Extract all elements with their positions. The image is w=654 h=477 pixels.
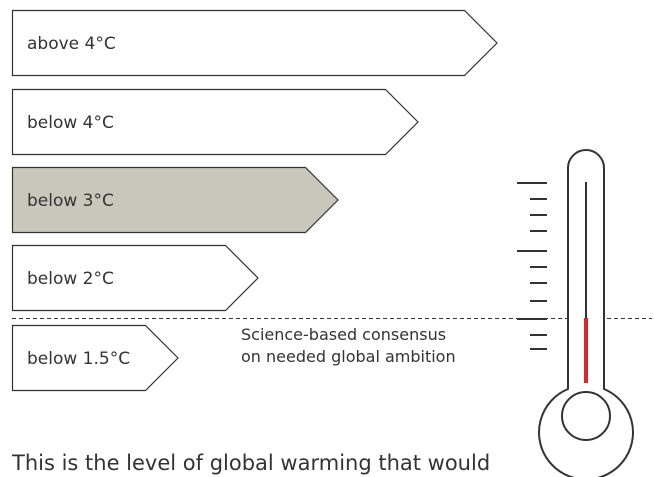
level-arrow-below-1-5: below 1.5°C bbox=[11, 324, 179, 392]
level-arrow-above-4: above 4°C bbox=[11, 9, 498, 77]
level-arrow-label: below 4°C bbox=[27, 113, 114, 133]
level-arrow-shape bbox=[11, 324, 179, 392]
consensus-note-line2: on needed global ambition bbox=[241, 347, 456, 366]
level-arrow-shape bbox=[11, 244, 259, 312]
thermometer-icon bbox=[517, 149, 634, 477]
level-arrow-label: below 2°C bbox=[27, 269, 114, 289]
level-arrow-label: below 3°C bbox=[27, 191, 114, 211]
level-arrow-below-4: below 4°C bbox=[11, 88, 419, 156]
level-arrow-shape bbox=[11, 88, 419, 156]
level-arrow-label: above 4°C bbox=[27, 34, 116, 54]
level-arrow-label: below 1.5°C bbox=[27, 349, 130, 369]
level-arrow-below-2: below 2°C bbox=[11, 244, 259, 312]
level-arrow-shape bbox=[11, 166, 339, 234]
footer-text: This is the level of global warming that… bbox=[11, 451, 490, 475]
level-arrow-below-3: below 3°C bbox=[11, 166, 339, 234]
thermometer-bulb-inner bbox=[561, 391, 611, 441]
thermometer-scale-ticks bbox=[517, 182, 547, 350]
consensus-note-line1: Science-based consensus bbox=[241, 325, 446, 344]
level-arrow-shape bbox=[11, 9, 498, 77]
